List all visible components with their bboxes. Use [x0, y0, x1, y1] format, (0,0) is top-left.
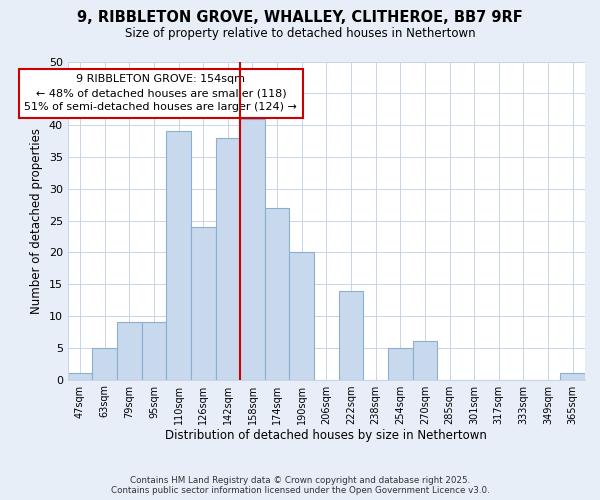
Bar [92, 348, 117, 380]
Bar [215, 138, 240, 380]
Bar [265, 208, 289, 380]
Text: 9, RIBBLETON GROVE, WHALLEY, CLITHEROE, BB7 9RF: 9, RIBBLETON GROVE, WHALLEY, CLITHEROE, … [77, 10, 523, 25]
Text: Size of property relative to detached houses in Nethertown: Size of property relative to detached ho… [125, 28, 475, 40]
Y-axis label: Number of detached properties: Number of detached properties [30, 128, 43, 314]
Bar [68, 373, 92, 380]
Bar [413, 342, 437, 380]
Bar [142, 322, 166, 380]
Bar [338, 290, 364, 380]
Text: Contains HM Land Registry data © Crown copyright and database right 2025.
Contai: Contains HM Land Registry data © Crown c… [110, 476, 490, 495]
Bar [560, 373, 585, 380]
Bar [289, 252, 314, 380]
Bar [166, 132, 191, 380]
Bar [240, 119, 265, 380]
X-axis label: Distribution of detached houses by size in Nethertown: Distribution of detached houses by size … [166, 430, 487, 442]
Bar [117, 322, 142, 380]
Text: 9 RIBBLETON GROVE: 154sqm
← 48% of detached houses are smaller (118)
51% of semi: 9 RIBBLETON GROVE: 154sqm ← 48% of detac… [25, 74, 297, 112]
Bar [191, 227, 215, 380]
Bar [388, 348, 413, 380]
